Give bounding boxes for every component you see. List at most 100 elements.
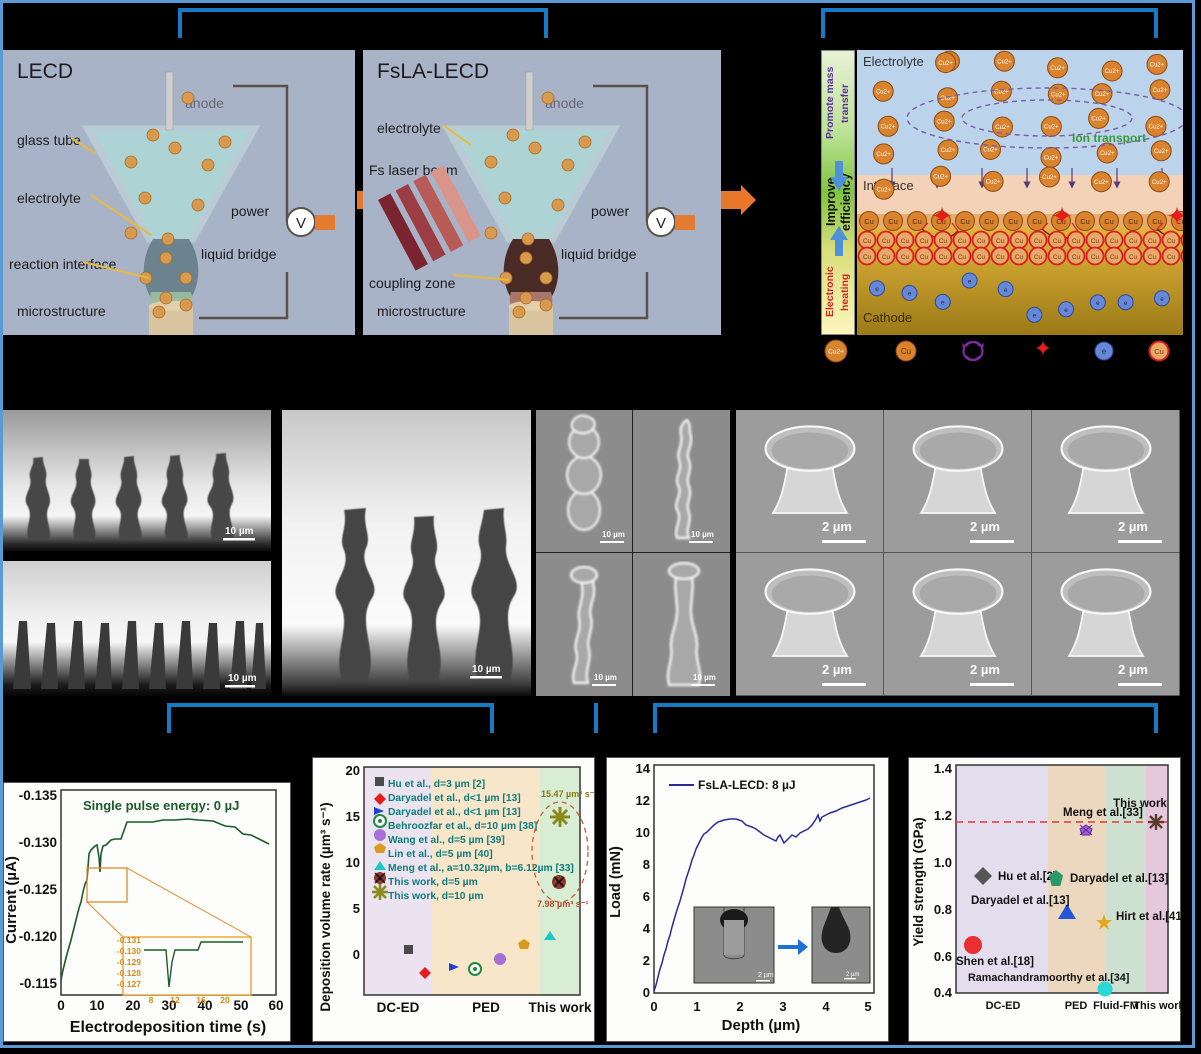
svg-text:10: 10 [346, 855, 360, 870]
svg-text:Cu: Cu [1110, 254, 1119, 261]
svg-text:PED: PED [1065, 1000, 1088, 1012]
svg-text:Cu: Cu [1034, 238, 1043, 245]
svg-text:e: e [941, 300, 945, 307]
svg-text:10 µm: 10 µm [691, 530, 714, 539]
svg-text:Cu2+: Cu2+ [997, 59, 1012, 65]
svg-text:50: 50 [233, 998, 248, 1013]
svg-text:Cu2+: Cu2+ [1091, 117, 1106, 123]
svg-text:-0.131: -0.131 [117, 935, 141, 945]
svg-text:✦: ✦ [1051, 201, 1073, 231]
svg-text:2: 2 [643, 953, 650, 968]
svg-text:0.4: 0.4 [934, 985, 953, 1000]
svg-text:Cu: Cu [1148, 238, 1157, 245]
svg-text:Cu: Cu [1053, 238, 1062, 245]
svg-text:Wang et al., d=5 µm [39]: Wang et al., d=5 µm [39] [388, 835, 505, 846]
svg-text:Cu: Cu [1015, 238, 1024, 245]
svg-text:This work, d=5 µm: This work, d=5 µm [388, 877, 478, 888]
svg-text:Cu: Cu [939, 254, 948, 261]
svg-text:Cu: Cu [1110, 238, 1119, 245]
svg-text:16: 16 [196, 995, 206, 1005]
svg-text:Cu2+: Cu2+ [1150, 63, 1165, 69]
svg-text:✦: ✦ [1034, 336, 1052, 361]
svg-text:4: 4 [822, 999, 830, 1014]
svg-text:0: 0 [57, 998, 65, 1013]
svg-text:e: e [908, 291, 912, 298]
svg-text:Shen et al.[18]: Shen et al.[18] [956, 956, 1034, 968]
svg-text:Load (mN): Load (mN) [608, 846, 624, 918]
svg-text:FsLA-LECD: 8 µJ: FsLA-LECD: 8 µJ [698, 778, 796, 792]
svg-text:60: 60 [268, 998, 283, 1013]
svg-text:Hu et al., d=3 µm [2]: Hu et al., d=3 µm [2] [388, 779, 485, 790]
svg-text:Cu2+: Cu2+ [937, 119, 952, 125]
svg-text:1: 1 [693, 999, 700, 1014]
svg-text:Depth (µm): Depth (µm) [722, 1017, 801, 1034]
svg-text:Cu2+: Cu2+ [1095, 92, 1110, 98]
svg-text:✦: ✦ [1166, 201, 1183, 231]
svg-text:Cu: Cu [939, 238, 948, 245]
svg-text:Ion transport: Ion transport [1072, 131, 1146, 145]
svg-text:Cu: Cu [1034, 254, 1043, 261]
svg-text:Cu: Cu [888, 217, 898, 226]
svg-text:14: 14 [636, 761, 651, 776]
svg-text:e: e [1064, 307, 1068, 314]
svg-text:Cu2+: Cu2+ [876, 152, 891, 158]
svg-text:Cu: Cu [984, 217, 994, 226]
svg-text:Daryadel et al.[13]: Daryadel et al.[13] [1070, 873, 1169, 885]
svg-text:Cu: Cu [958, 238, 967, 245]
svg-text:2: 2 [736, 999, 743, 1014]
svg-text:0: 0 [650, 999, 657, 1014]
svg-text:e: e [1004, 287, 1008, 294]
svg-text:Cu: Cu [882, 238, 891, 245]
svg-text:Cu2+: Cu2+ [1042, 175, 1057, 181]
svg-text:10 µm: 10 µm [472, 664, 501, 675]
svg-text:10 µm: 10 µm [594, 673, 617, 682]
svg-text:Meng et al., a=10.32µm, b=6.12: Meng et al., a=10.32µm, b=6.12µm [33] [388, 863, 574, 874]
svg-text:0: 0 [643, 985, 650, 1000]
svg-text:Daryadel et al., d<1 µm [13]: Daryadel et al., d<1 µm [13] [388, 793, 521, 804]
svg-text:Single pulse energy: 0 µJ: Single pulse energy: 0 µJ [83, 798, 239, 813]
svg-text:1.4: 1.4 [934, 761, 953, 776]
svg-text:-0.130: -0.130 [19, 835, 57, 850]
svg-text:Cu2+: Cu2+ [986, 180, 1001, 186]
svg-text:V: V [656, 215, 666, 232]
svg-text:Cu: Cu [1032, 217, 1042, 226]
svg-text:2 µm: 2 µm [1118, 662, 1148, 677]
svg-text:Deposition volume rate (µm³ s⁻: Deposition volume rate (µm³ s⁻¹) [318, 802, 333, 1011]
svg-text:Cu2+: Cu2+ [881, 125, 896, 131]
svg-text:1.2: 1.2 [934, 808, 952, 823]
svg-text:Cu: Cu [1091, 254, 1100, 261]
svg-text:10: 10 [89, 998, 104, 1013]
svg-text:Cu2+: Cu2+ [1153, 88, 1168, 94]
svg-text:Cu: Cu [1129, 254, 1138, 261]
svg-text:V: V [296, 215, 306, 232]
svg-text:Cu2+: Cu2+ [941, 148, 956, 154]
svg-text:Lin et al., d=5 µm [40]: Lin et al., d=5 µm [40] [388, 849, 493, 860]
svg-text:15.47 µm³ s⁻¹: 15.47 µm³ s⁻¹ [541, 789, 595, 799]
svg-text:e: e [1033, 313, 1037, 320]
svg-text:Cu: Cu [977, 238, 986, 245]
svg-text:Daryadel et al., d<1 µm [13]: Daryadel et al., d<1 µm [13] [388, 807, 521, 818]
svg-text:Cu: Cu [1080, 217, 1090, 226]
svg-text:-0.135: -0.135 [19, 788, 58, 803]
svg-text:Cu2+: Cu2+ [1044, 156, 1059, 162]
svg-text:7.98 µm³ s⁻¹: 7.98 µm³ s⁻¹ [537, 899, 588, 909]
svg-text:-0.129: -0.129 [117, 957, 141, 967]
svg-text:Cu2+: Cu2+ [1152, 180, 1167, 186]
svg-text:Yield strength (GPa): Yield strength (GPa) [911, 817, 926, 946]
svg-text:Cu: Cu [901, 347, 911, 356]
svg-text:This work: This work [1113, 798, 1167, 810]
svg-text:5: 5 [864, 999, 871, 1014]
svg-text:-0.125: -0.125 [19, 882, 58, 897]
svg-text:2 µm: 2 µm [1118, 519, 1148, 534]
svg-text:Cu: Cu [901, 238, 910, 245]
svg-text:8: 8 [149, 995, 154, 1005]
svg-text:Cu: Cu [1104, 217, 1114, 226]
svg-text:-0.120: -0.120 [19, 929, 57, 944]
svg-text:20: 20 [346, 763, 360, 778]
svg-text:10: 10 [636, 825, 650, 840]
svg-text:Cu: Cu [958, 254, 967, 261]
svg-text:-0.115: -0.115 [19, 976, 57, 991]
svg-text:12: 12 [170, 995, 180, 1005]
svg-text:This work: This work [1133, 1000, 1181, 1012]
svg-text:-0.128: -0.128 [117, 968, 141, 978]
